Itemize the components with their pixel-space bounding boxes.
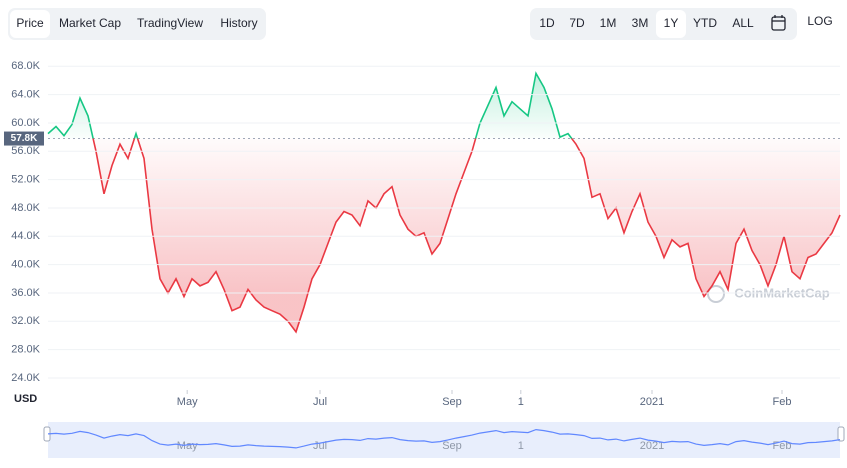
active-range bbox=[656, 10, 686, 38]
y-tick-label: 40.0K bbox=[11, 259, 40, 271]
area-fill bbox=[48, 73, 840, 332]
range-button[interactable]: YTD bbox=[693, 16, 717, 30]
y-tick-label: 32.0K bbox=[11, 315, 40, 327]
y-tick-label: 60.0K bbox=[11, 117, 40, 129]
tab[interactable]: Price bbox=[16, 16, 44, 30]
y-tick-label: 28.0K bbox=[11, 344, 40, 356]
tab[interactable]: TradingView bbox=[137, 16, 203, 30]
y-tick-label: 56.0K bbox=[11, 145, 40, 157]
range-button[interactable]: 7D bbox=[569, 16, 585, 30]
tab[interactable]: Market Cap bbox=[59, 16, 121, 30]
calendar-icon[interactable] bbox=[771, 15, 786, 31]
price-line bbox=[47, 71, 841, 334]
navigator-tick-label: 2021 bbox=[640, 440, 664, 452]
y-tick-label: 52.0K bbox=[11, 174, 40, 186]
range-button[interactable]: 1Y bbox=[664, 16, 679, 30]
log-button[interactable]: LOG bbox=[807, 14, 832, 28]
y-tick-label: 44.0K bbox=[11, 230, 40, 242]
tab[interactable]: History bbox=[220, 16, 257, 30]
navigator-handle[interactable] bbox=[837, 426, 845, 442]
x-tick-label: 2021 bbox=[640, 396, 664, 408]
navigator bbox=[48, 422, 840, 458]
navigator-tick-label: Sep bbox=[442, 440, 462, 452]
y-tick-label: 64.0K bbox=[11, 89, 40, 101]
navigator-tick-label: 1 bbox=[518, 440, 524, 452]
x-tick-label: Jul bbox=[313, 396, 327, 408]
range-button[interactable]: 1D bbox=[539, 16, 555, 30]
y-tick-label: 68.0K bbox=[11, 60, 40, 72]
x-tick-label: May bbox=[177, 396, 198, 408]
range-button[interactable]: ALL bbox=[732, 16, 754, 30]
y-tick-label: 48.0K bbox=[11, 202, 40, 214]
baseline-label: 57.8K bbox=[11, 133, 38, 144]
x-tick-label: 1 bbox=[518, 396, 524, 408]
navigator-tick-label: May bbox=[177, 440, 198, 452]
range-button[interactable]: 3M bbox=[632, 16, 649, 30]
navigator-line bbox=[47, 428, 841, 449]
range-button[interactable]: 1M bbox=[600, 16, 617, 30]
tab-group bbox=[8, 8, 266, 40]
x-tick-label: Sep bbox=[442, 396, 462, 408]
y-tick-label: 36.0K bbox=[11, 287, 40, 299]
currency-label: USD bbox=[14, 393, 37, 405]
baseline-label-box bbox=[4, 131, 44, 146]
active-tab bbox=[10, 10, 50, 38]
watermark-logo bbox=[707, 285, 725, 303]
y-tick-label: 24.0K bbox=[11, 372, 40, 384]
x-tick-label: Feb bbox=[773, 396, 792, 408]
